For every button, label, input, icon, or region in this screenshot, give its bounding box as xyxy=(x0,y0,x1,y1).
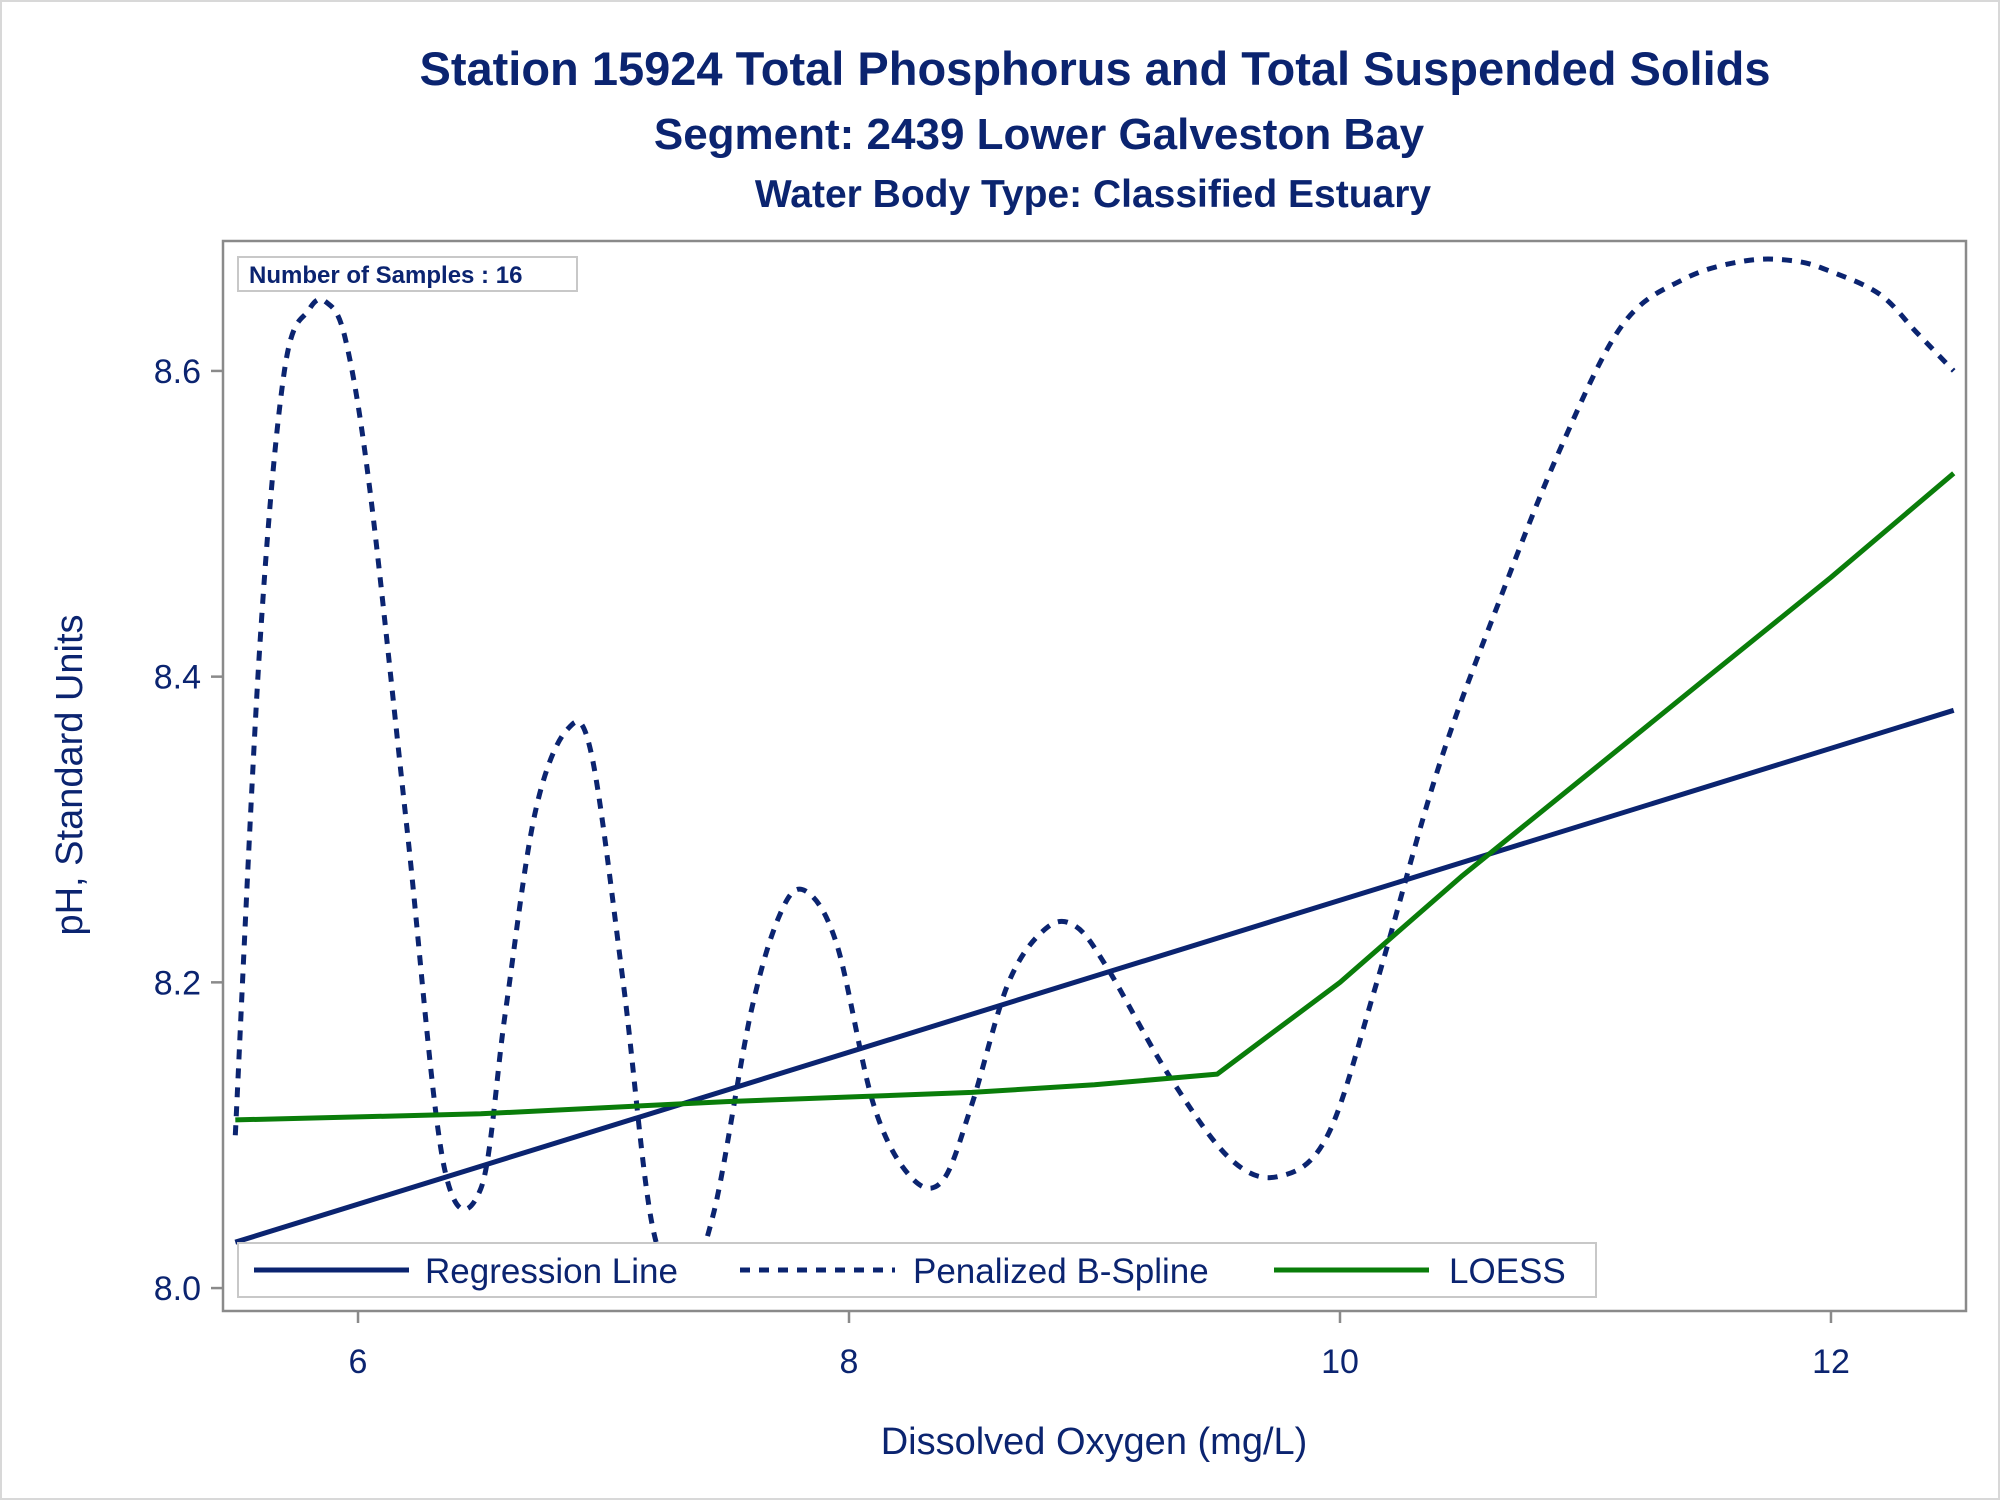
x-tick-label: 6 xyxy=(349,1343,368,1381)
annotation-box xyxy=(237,256,578,292)
series-penalized-b-spline xyxy=(232,256,1956,1284)
axis-ticks: 6 8 10 12 8.0 8.2 8.4 8.6 xyxy=(154,353,1850,1381)
x-axis-label: Dissolved Oxygen (mg/L) xyxy=(881,1421,1308,1463)
y-tick-label: 8.6 xyxy=(154,353,201,391)
chart-subtitle: Segment: 2439 Lower Galveston Bay xyxy=(654,110,1425,159)
y-tick-label: 8.4 xyxy=(154,659,201,697)
legend: Regression Line Penalized B-Spline LOESS xyxy=(237,1242,1597,1298)
sample-count-annotation: Number of Samples : 16 xyxy=(237,256,578,292)
y-tick-label: 8.2 xyxy=(154,964,201,1002)
series-loess xyxy=(235,471,1956,1123)
x-tick-label: 8 xyxy=(840,1343,859,1381)
chart-subtitle-2: Water Body Type: Classified Estuary xyxy=(755,173,1431,216)
series-regression-line xyxy=(234,707,1955,1245)
legend-label-regression: Regression Line xyxy=(425,1252,678,1291)
x-tick-label: 10 xyxy=(1321,1343,1359,1381)
series-layer xyxy=(232,256,1956,1284)
x-tick-label: 12 xyxy=(1812,1343,1850,1381)
y-axis-label: pH, Standard Units xyxy=(49,614,91,935)
chart-title: Station 15924 Total Phosphorus and Total… xyxy=(420,42,1771,95)
legend-label-spline: Penalized B-Spline xyxy=(913,1252,1209,1291)
legend-label-loess: LOESS xyxy=(1449,1252,1566,1291)
plot-area xyxy=(221,239,1968,1313)
annotation-text: Number of Samples : 16 xyxy=(249,262,522,289)
y-tick-label: 8.0 xyxy=(154,1270,201,1308)
